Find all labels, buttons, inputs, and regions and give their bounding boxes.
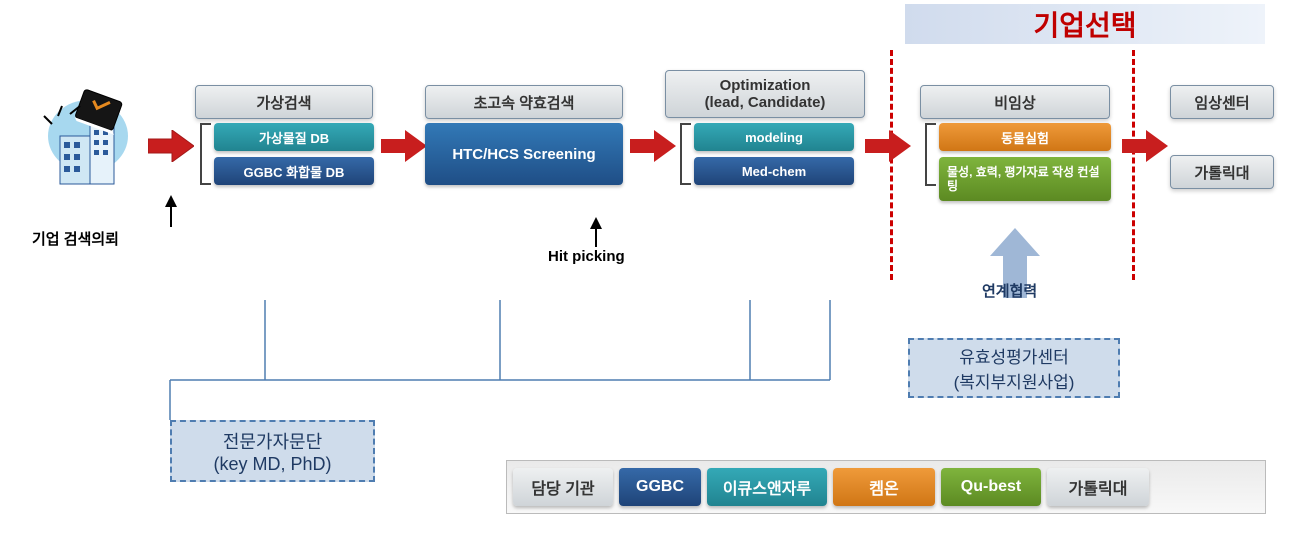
stage4-sub1: 동물실험: [939, 123, 1111, 151]
hit-picking-label: Hit picking: [548, 248, 625, 265]
legend-catholic: 가톨릭대: [1047, 468, 1149, 506]
annot-arrow-1: [165, 195, 177, 227]
stage3-sub1: modeling: [694, 123, 854, 151]
legend-equs: 이큐스앤자루: [707, 468, 827, 506]
annot-arrow-2: [590, 217, 602, 247]
legend-catholic-label: 가톨릭대: [1069, 475, 1128, 499]
stage1-sub1-label: 가상물질 DB: [259, 128, 329, 147]
stage1-sub1: 가상물질 DB: [214, 123, 374, 151]
connector-bracket: [0, 300, 900, 420]
legend-title-label: 담당 기관: [531, 475, 594, 499]
stage4-sub1-label: 동물실험: [1001, 128, 1049, 147]
stage3-header-l1: Optimization: [720, 77, 811, 94]
stage1-sub2-label: GGBC 화합물 DB: [244, 162, 345, 181]
stage2-header-label: 초고속 약효검색: [474, 92, 575, 113]
advisory-box: 전문가자문단 (key MD, PhD): [170, 420, 375, 482]
flow-arrow-4: [865, 130, 911, 162]
advisory-l2: (key MD, PhD): [213, 454, 331, 475]
stage4-header: 비임상: [920, 85, 1110, 119]
stage3-sub2-label: Med-chem: [742, 164, 806, 179]
stage2-header: 초고속 약효검색: [425, 85, 623, 119]
eval-center-box: 유효성평가센터 (복지부지원사업): [908, 338, 1120, 398]
legend-ggbc-label: GGBC: [636, 478, 684, 496]
stage3-header-l2: (lead, Candidate): [705, 94, 826, 111]
eval-center-l2: (복지부지원사업): [954, 368, 1075, 393]
selection-banner: 기업선택: [905, 4, 1265, 44]
stage3-sub2: Med-chem: [694, 157, 854, 185]
flow-arrow-5: [1122, 130, 1168, 162]
advisory-l1: 전문가자문단: [223, 428, 322, 454]
stage2-sub1: HTC/HCS Screening: [425, 123, 623, 185]
stage1-tbox: 가상물질 DB GGBC 화합물 DB: [200, 123, 390, 185]
legend-title: 담당 기관: [513, 468, 613, 506]
legend-chemon: 켐온: [833, 468, 935, 506]
stage4-header-label: 비임상: [994, 92, 1035, 113]
stage1-header-label: 가상검색: [256, 92, 311, 113]
legend-qubest: Qu-best: [941, 468, 1041, 506]
flow-arrow-3: [630, 130, 676, 162]
legend-equs-label: 이큐스앤자루: [723, 475, 811, 499]
selection-banner-label: 기업선택: [1033, 4, 1136, 44]
right-box-2-label: 가톨릭대: [1194, 162, 1249, 183]
dashed-divider-1: [890, 50, 893, 280]
company-icon-label: 기업 검색의뢰: [32, 228, 119, 249]
dashed-divider-2: [1132, 50, 1135, 280]
flow-arrow-1: [148, 130, 194, 162]
stage1-sub2: GGBC 화합물 DB: [214, 157, 374, 185]
eval-center-l1: 유효성평가센터: [959, 343, 1068, 368]
link-label: 연계협력: [982, 280, 1037, 301]
right-box-1: 임상센터: [1170, 85, 1274, 119]
right-box-1-label: 임상센터: [1194, 92, 1249, 113]
stage4-tbox: 동물실험 물성, 효력, 평가자료 작성 컨설팅: [925, 123, 1125, 201]
legend-ggbc: GGBC: [619, 468, 701, 506]
company-icon: [40, 84, 140, 189]
stage3-tbox: modeling Med-chem: [680, 123, 870, 185]
stage3-sub1-label: modeling: [745, 130, 803, 145]
stage1-header: 가상검색: [195, 85, 373, 119]
stage4-sub2-label: 물성, 효력, 평가자료 작성 컨설팅: [947, 165, 1103, 194]
right-box-2: 가톨릭대: [1170, 155, 1274, 189]
legend-bar: 담당 기관 GGBC 이큐스앤자루 켐온 Qu-best 가톨릭대: [506, 460, 1266, 514]
stage3-header: Optimization (lead, Candidate): [665, 70, 865, 118]
legend-qubest-label: Qu-best: [961, 478, 1021, 496]
legend-chemon-label: 켐온: [869, 475, 898, 499]
stage2-sub1-label: HTC/HCS Screening: [452, 146, 595, 163]
stage4-sub2: 물성, 효력, 평가자료 작성 컨설팅: [939, 157, 1111, 201]
